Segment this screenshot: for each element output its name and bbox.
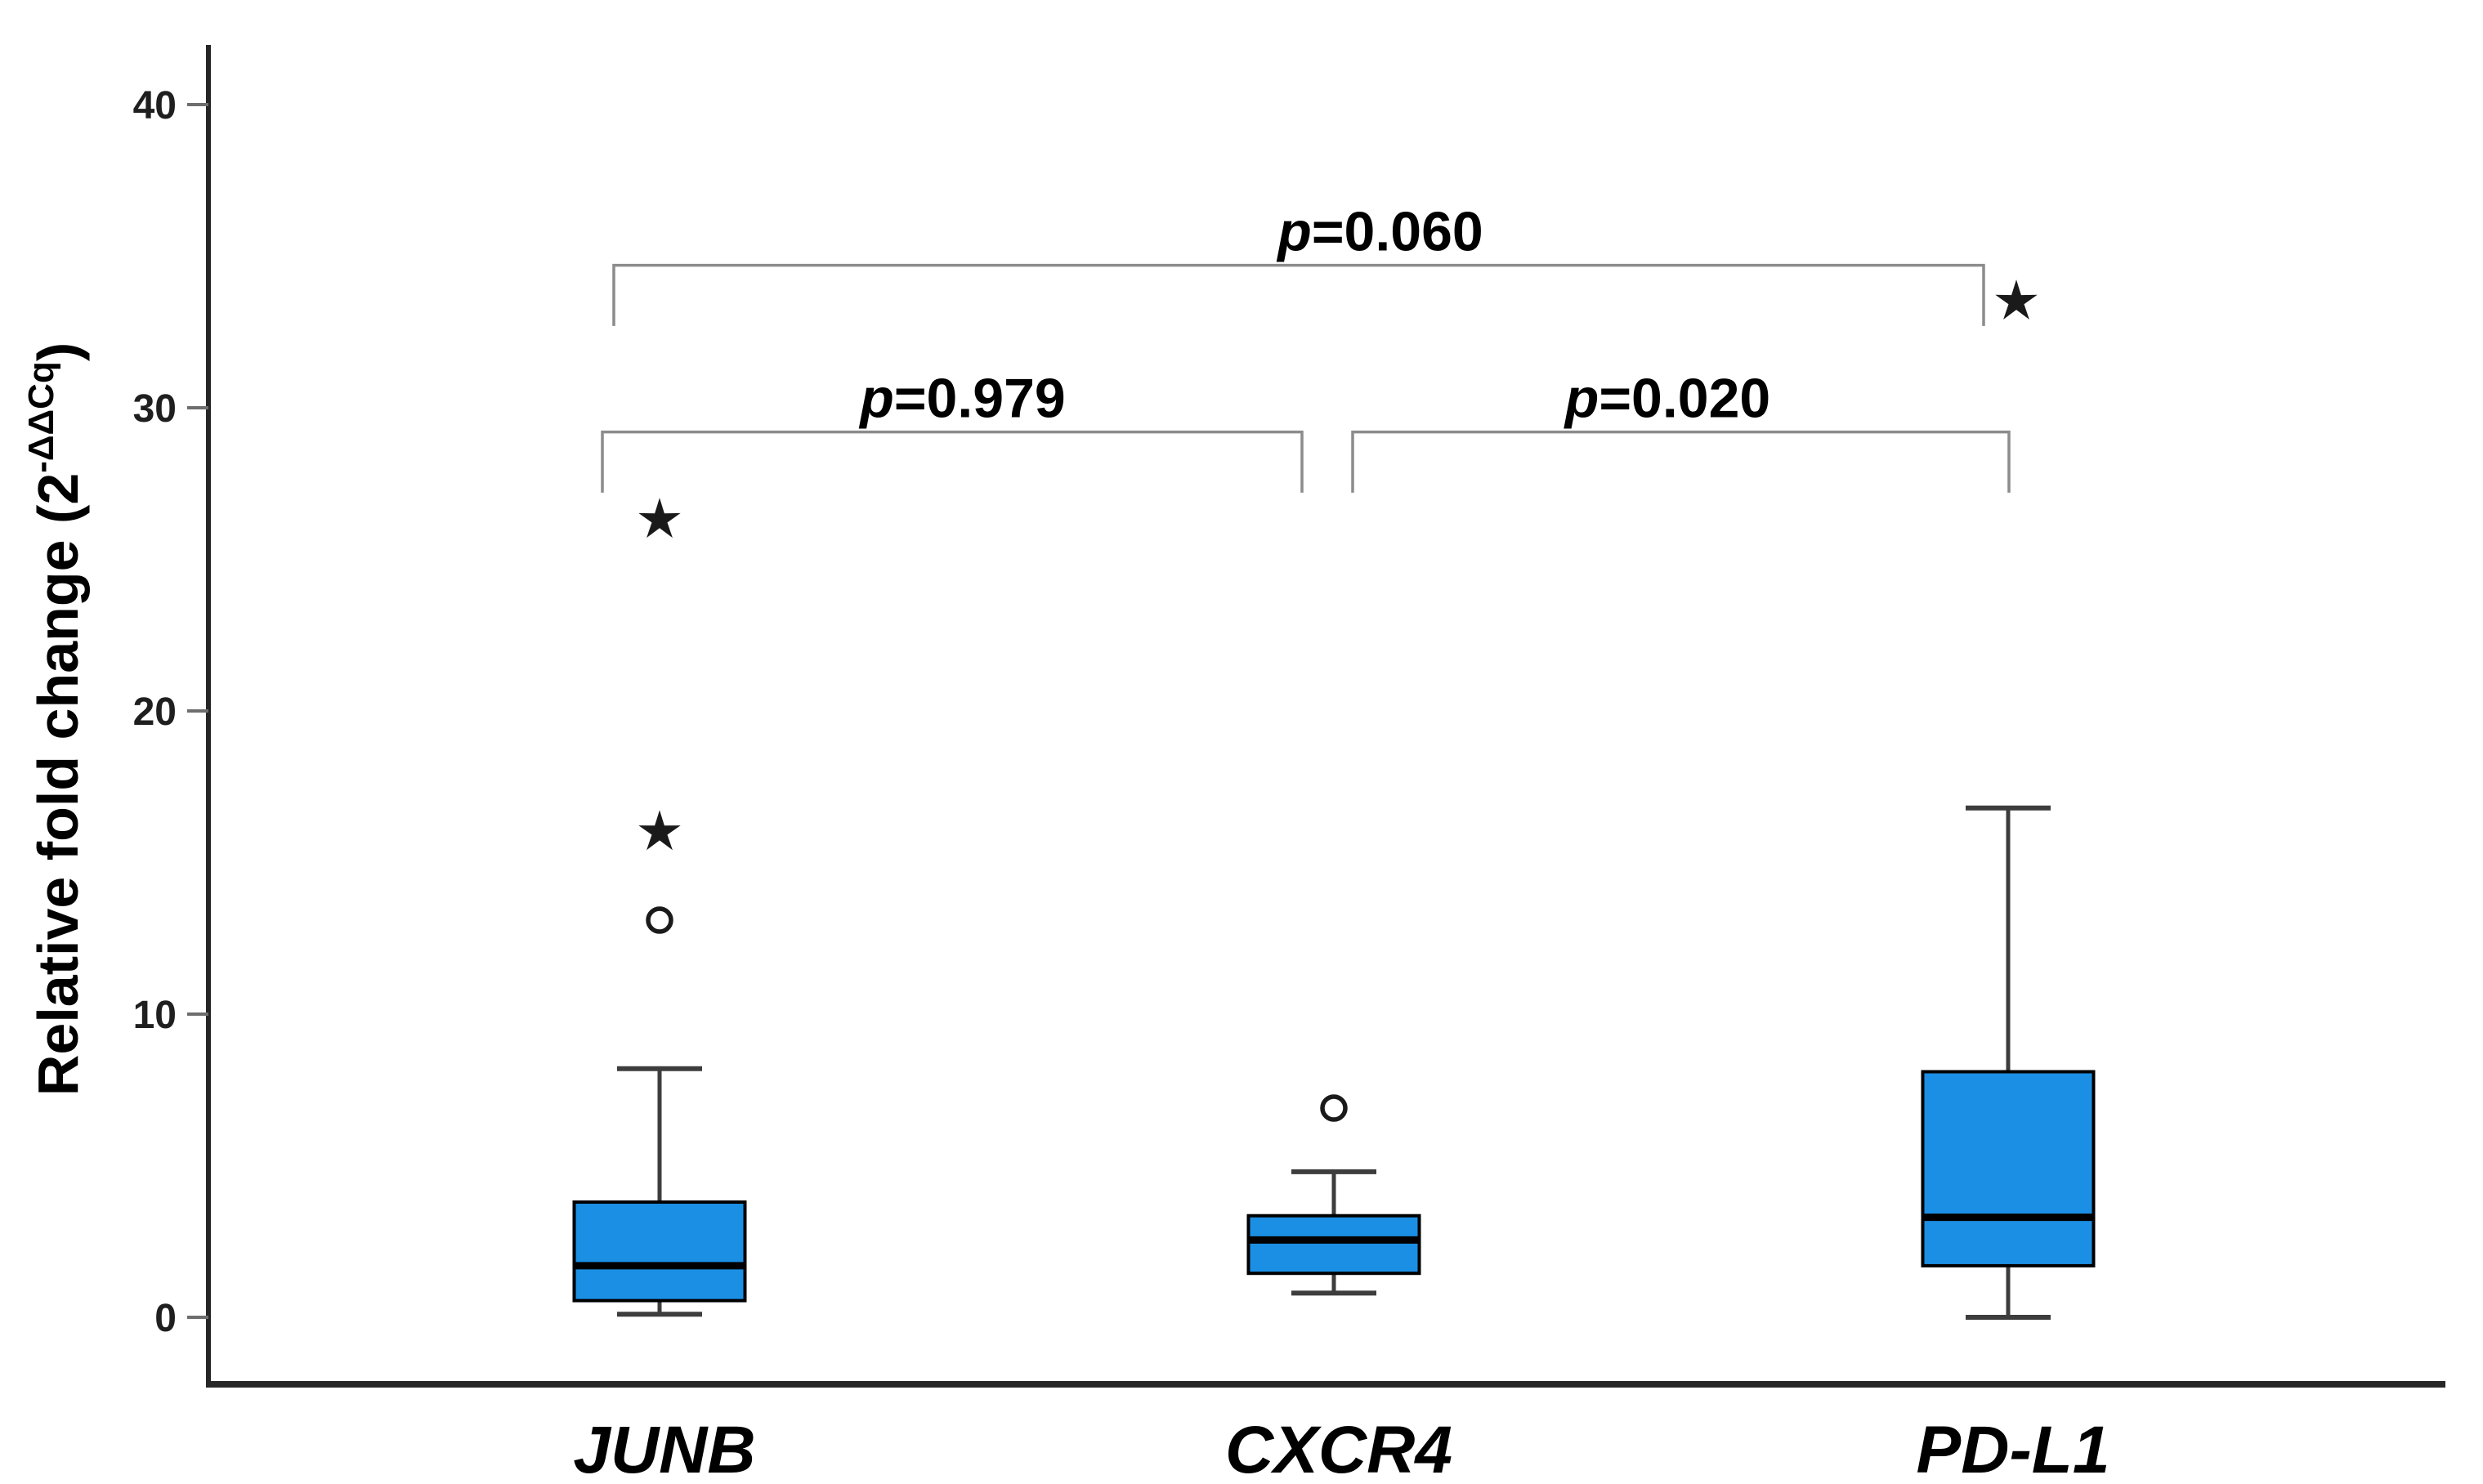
p-value-label-0: p=0.979 (858, 368, 1065, 430)
box-JUNB (572, 1200, 747, 1303)
y-axis-title-superscript: -ΔΔCq (21, 361, 61, 473)
comparison-bracket-2 (612, 263, 1985, 326)
outlier-circle-JUNB-0 (646, 906, 673, 934)
p-value-symbol-1: p (1564, 368, 1599, 430)
y-tick-label-20: 20 (133, 691, 177, 734)
p-value-label-2: p=0.060 (1276, 201, 1483, 263)
box-CXCR4 (1246, 1214, 1421, 1276)
p-value-symbol-2: p (1276, 201, 1312, 263)
box-PD-L1 (1921, 1070, 2096, 1267)
outlier-star-PD-L1-0 (1995, 279, 2038, 320)
outlier-star-JUNB-1 (638, 810, 681, 851)
p-value-number-1: =0.020 (1599, 368, 1770, 430)
y-axis-title: Relative fold change (2-ΔΔCq) (21, 342, 90, 1096)
y-tick-label-0: 0 (154, 1297, 177, 1340)
category-label-PD-L1: PD-L1 (1917, 1413, 2110, 1484)
outlier-circle-CXCR4-0 (1320, 1094, 1348, 1122)
y-tick-label-40: 40 (133, 84, 177, 127)
category-label-CXCR4: CXCR4 (1225, 1413, 1452, 1484)
category-label-JUNB: JUNB (573, 1413, 755, 1484)
p-value-label-1: p=0.020 (1564, 368, 1770, 430)
p-value-number-0: =0.979 (894, 368, 1066, 430)
outlier-star-JUNB-2 (638, 498, 681, 539)
y-axis-title-main: Relative fold change (2 (26, 473, 90, 1096)
p-value-symbol-0: p (858, 368, 894, 430)
comparison-bracket-1 (1351, 430, 2011, 493)
y-axis-title-close: ) (26, 342, 90, 361)
y-tick-label-30: 30 (133, 387, 177, 431)
y-tick-label-10: 10 (133, 994, 177, 1037)
p-value-number-2: =0.060 (1312, 201, 1483, 263)
comparison-bracket-0 (601, 430, 1304, 493)
